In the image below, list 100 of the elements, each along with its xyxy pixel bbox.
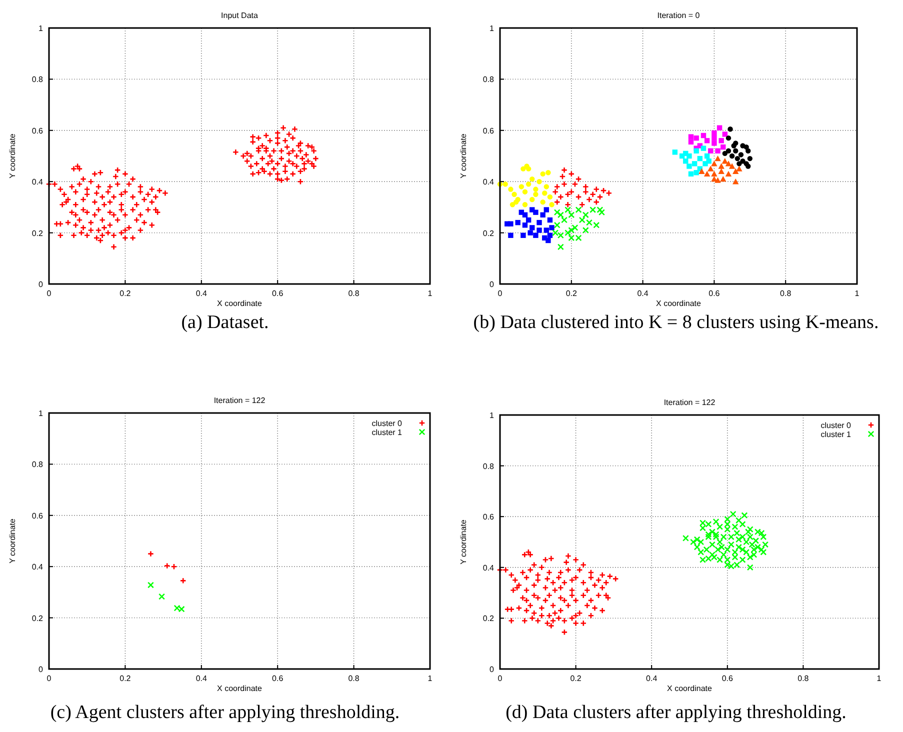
y-tick-label: 1: [490, 24, 495, 33]
point: [520, 232, 526, 238]
y-tick-label: 0: [38, 665, 44, 674]
point: [697, 156, 703, 162]
point: [596, 194, 604, 200]
y-tick-label: 0.6: [32, 511, 44, 520]
point: [714, 177, 721, 183]
point: [536, 179, 542, 184]
point: [547, 217, 553, 223]
point: [738, 152, 744, 158]
point: [688, 171, 694, 177]
point: [718, 138, 724, 144]
x-tick-label: 0.6: [722, 674, 734, 683]
point: [694, 135, 699, 141]
point: [518, 184, 524, 190]
point: [522, 189, 528, 194]
point: [715, 148, 720, 154]
x-tick-label: 0.8: [798, 674, 810, 683]
point: [731, 143, 736, 148]
point: [575, 206, 582, 214]
point: [147, 582, 154, 588]
point: [564, 206, 572, 214]
legend-label: cluster 1: [820, 430, 852, 439]
point: [712, 135, 717, 141]
y-tick-label: 0.6: [482, 512, 495, 522]
x-tick-label: 0.6: [272, 289, 284, 298]
point: [568, 226, 575, 234]
point: [598, 209, 605, 216]
point: [180, 577, 186, 584]
point: [542, 190, 548, 196]
x-tick-label: 0.6: [708, 289, 720, 298]
y-tick-label: 0.4: [482, 178, 495, 187]
point: [704, 153, 710, 159]
point: [533, 186, 538, 192]
legend-label: cluster 0: [820, 421, 852, 430]
point: [726, 148, 732, 154]
x-tick-label: 1: [428, 674, 433, 683]
point: [554, 198, 560, 206]
x-tick-label: 0.4: [196, 674, 208, 683]
point: [704, 170, 710, 177]
point: [559, 173, 566, 180]
x-tick-label: 1: [854, 289, 860, 298]
point: [718, 163, 724, 169]
y-axis-title: Y coordinate: [459, 133, 468, 178]
point: [747, 156, 752, 162]
point: [518, 210, 524, 215]
point: [533, 232, 538, 238]
point: [536, 228, 542, 233]
point: [540, 212, 546, 218]
y-tick-label: 0.8: [482, 75, 495, 84]
point: [554, 183, 560, 190]
x-tick-label: 0.4: [196, 289, 208, 298]
y-tick-label: 0.6: [482, 126, 495, 136]
y-tick-label: 1: [38, 409, 44, 418]
y-tick-label: 0.8: [482, 462, 495, 471]
point: [561, 166, 568, 174]
point: [561, 216, 568, 224]
point: [554, 222, 560, 228]
point: [526, 182, 532, 187]
y-tick-label: 0.2: [482, 614, 495, 624]
point: [508, 232, 514, 238]
point: [528, 230, 533, 236]
x-tick-label: 0.4: [637, 289, 649, 298]
point: [725, 170, 732, 177]
point: [746, 148, 751, 154]
point: [590, 191, 596, 198]
point: [688, 134, 694, 140]
x-tick-label: 0.6: [272, 674, 284, 683]
point: [526, 166, 532, 172]
point: [552, 188, 559, 196]
point: [736, 166, 742, 172]
point: [530, 207, 535, 212]
y-tick-label: 0.8: [32, 75, 44, 84]
x-tick-label: 0.2: [120, 289, 132, 298]
point: [530, 196, 535, 202]
point: [575, 176, 582, 182]
x-axis-title: X coordinate: [217, 684, 263, 693]
point: [549, 225, 554, 230]
legend-label: cluster 0: [372, 419, 403, 428]
y-tick-label: 0: [490, 665, 495, 674]
point: [729, 153, 735, 159]
point: [572, 180, 578, 188]
point: [564, 191, 572, 198]
point: [568, 170, 575, 178]
point: [711, 160, 718, 166]
point: [728, 163, 736, 169]
point: [746, 164, 751, 169]
y-tick-label: 0: [490, 280, 495, 289]
point: [692, 161, 698, 166]
point: [688, 139, 694, 145]
x-tick-label: 0.8: [780, 289, 792, 298]
point: [732, 168, 739, 174]
point: [508, 221, 514, 226]
x-axis-title: X coordinate: [656, 299, 702, 308]
point: [546, 238, 551, 244]
point: [698, 168, 705, 174]
point: [694, 148, 699, 154]
point: [593, 198, 600, 206]
point: [164, 562, 170, 570]
point: [722, 158, 728, 164]
